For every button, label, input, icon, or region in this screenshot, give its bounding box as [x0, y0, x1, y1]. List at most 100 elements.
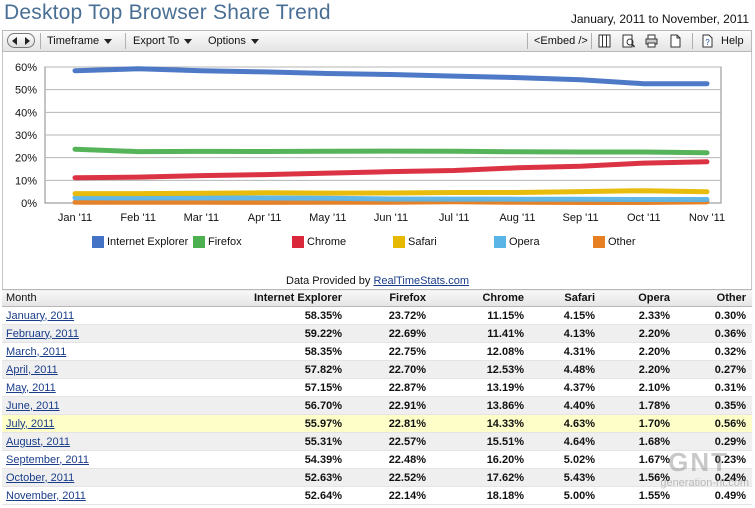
table-row: September, 2011 54.39% 22.48% 16.20% 5.02% 1.…	[2, 450, 752, 469]
value-cell: 56.70%	[132, 396, 348, 415]
x-tick-label: Oct '11	[627, 212, 661, 224]
month-link[interactable]: October, 2011	[6, 471, 75, 484]
column-header[interactable]: Safari	[530, 289, 601, 307]
x-tick-label: May '11	[309, 212, 346, 224]
value-cell: 1.55%	[601, 486, 676, 505]
value-cell: 22.69%	[348, 324, 432, 343]
legend-item-safari[interactable]: Safari	[393, 236, 437, 248]
month-link[interactable]: September, 2011	[6, 453, 89, 466]
export-menu[interactable]: Export To	[133, 31, 193, 51]
value-cell: 57.82%	[132, 360, 348, 379]
date-range: January, 2011 to November, 2011	[570, 12, 749, 26]
value-cell: 4.63%	[530, 414, 601, 433]
month-link[interactable]: February, 2011	[6, 327, 79, 340]
month-link[interactable]: June, 2011	[6, 399, 60, 412]
month-link[interactable]: March, 2011	[6, 345, 67, 358]
value-cell: 5.02%	[530, 450, 601, 469]
month-cell: May, 2011	[2, 378, 132, 397]
y-tick-label: 40%	[15, 107, 37, 119]
y-tick-label: 20%	[15, 153, 37, 165]
value-cell: 4.40%	[530, 396, 601, 415]
column-header[interactable]: Internet Explorer	[132, 289, 348, 307]
value-cell: 59.22%	[132, 324, 348, 343]
column-header[interactable]: Chrome	[432, 289, 530, 307]
value-cell: 22.14%	[348, 486, 432, 505]
table-row: August, 2011 55.31% 22.57% 15.51% 4.64% 1.68%…	[2, 432, 752, 451]
value-cell: 4.48%	[530, 360, 601, 379]
month-link[interactable]: November, 2011	[6, 489, 86, 502]
month-link[interactable]: January, 2011	[6, 309, 75, 322]
y-tick-label: 10%	[15, 175, 37, 187]
document-icon[interactable]	[669, 34, 682, 48]
month-cell: January, 2011	[2, 306, 132, 325]
nav-buttons[interactable]	[7, 33, 35, 48]
value-cell: 15.51%	[432, 432, 530, 451]
value-cell: 22.48%	[348, 450, 432, 469]
value-cell: 1.67%	[601, 450, 676, 469]
series-line-firefox	[72, 146, 710, 156]
legend-swatch	[92, 236, 104, 248]
chart-area: 0% 10% 20% 30% 40% 50% 60% Jan '11 Feb '11 Mar '1…	[2, 52, 752, 290]
value-cell: 0.49%	[676, 486, 752, 505]
month-link[interactable]: April, 2011	[6, 363, 58, 376]
column-header[interactable]: Firefox	[348, 289, 432, 307]
timeframe-menu[interactable]: Timeframe	[47, 31, 113, 51]
month-link[interactable]: May, 2011	[6, 381, 56, 394]
value-cell: 2.20%	[601, 342, 676, 361]
legend-swatch	[292, 236, 304, 248]
data-table: Month Internet Explorer Firefox Chrome Safar…	[2, 289, 752, 505]
value-cell: 4.64%	[530, 432, 601, 451]
table-row: June, 2011 56.70% 22.91% 13.86% 4.40% 1.78% 0.…	[2, 396, 752, 415]
value-cell: 57.15%	[132, 378, 348, 397]
x-tick-label: Aug '11	[499, 212, 535, 224]
line-chart: 0% 10% 20% 30% 40% 50% 60% Jan '11 Feb '11 Mar '1…	[15, 62, 725, 224]
value-cell: 5.43%	[530, 468, 601, 487]
table-row: March, 2011 58.35% 22.75% 12.08% 4.31% 2.20% 0…	[2, 342, 752, 361]
legend-item-other[interactable]: Other	[593, 236, 636, 248]
page-title: Desktop Top Browser Share Trend	[4, 1, 331, 24]
x-tick-label: Feb '11	[120, 212, 156, 224]
series-line-internet-explorer	[72, 66, 710, 87]
x-tick-label: Jan '11	[58, 212, 92, 224]
month-cell: March, 2011	[2, 342, 132, 361]
month-link[interactable]: August, 2011	[6, 435, 71, 448]
value-cell: 11.41%	[432, 324, 530, 343]
value-cell: 1.78%	[601, 396, 676, 415]
month-link[interactable]: July, 2011	[6, 417, 55, 430]
legend-swatch	[593, 236, 605, 248]
month-cell: June, 2011	[2, 396, 132, 415]
print-preview-icon[interactable]	[622, 34, 635, 48]
value-cell: 0.35%	[676, 396, 752, 415]
chart-legend: Internet Explorer Firefox Chrome Safari Oper…	[0, 236, 755, 254]
value-cell: 22.52%	[348, 468, 432, 487]
legend-item-internet-explorer[interactable]: Internet Explorer	[92, 236, 188, 248]
value-cell: 0.31%	[676, 378, 752, 397]
value-cell: 55.31%	[132, 432, 348, 451]
value-cell: 4.15%	[530, 306, 601, 325]
chevron-down-icon	[104, 38, 113, 44]
column-header[interactable]: Other	[676, 289, 752, 307]
value-cell: 13.86%	[432, 396, 530, 415]
help-button[interactable]: Help	[721, 31, 744, 51]
value-cell: 54.39%	[132, 450, 348, 469]
back-arrow-icon[interactable]	[8, 34, 21, 47]
realtimestats-link[interactable]: RealTimeStats.com	[373, 275, 469, 287]
legend-label: Safari	[408, 236, 437, 248]
legend-item-firefox[interactable]: Firefox	[193, 236, 242, 248]
month-cell: October, 2011	[2, 468, 132, 487]
forward-arrow-icon[interactable]	[21, 34, 34, 47]
columns-icon[interactable]	[598, 34, 611, 48]
table-header-row: Month Internet Explorer Firefox Chrome Safar…	[2, 289, 752, 307]
value-cell: 1.70%	[601, 414, 676, 433]
column-header[interactable]: Month	[2, 289, 132, 307]
legend-label: Chrome	[307, 236, 347, 248]
print-icon[interactable]	[645, 34, 658, 48]
help-icon[interactable]: ?	[701, 34, 714, 48]
column-header[interactable]: Opera	[601, 289, 676, 307]
value-cell: 22.57%	[348, 432, 432, 451]
legend-item-chrome[interactable]: Chrome	[292, 236, 346, 248]
embed-button[interactable]: <Embed />	[534, 31, 588, 51]
month-cell: July, 2011	[2, 414, 132, 433]
legend-item-opera[interactable]: Opera	[494, 236, 540, 248]
options-menu[interactable]: Options	[208, 31, 259, 51]
